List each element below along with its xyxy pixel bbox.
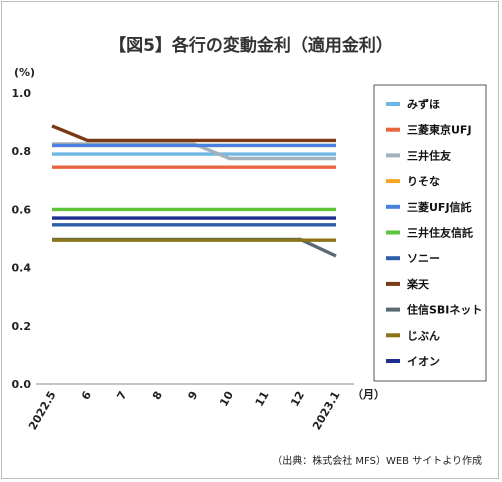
- legend-label: 三菱東京UFJ: [407, 123, 472, 137]
- x-tick-label: 9: [186, 389, 201, 402]
- legend-label: 住信SBIネット: [407, 303, 482, 317]
- legend-swatch: [386, 153, 400, 158]
- legend-label: じぶん: [407, 329, 440, 342]
- legend-label: りそな: [407, 175, 440, 188]
- y-tick-label: 1.0: [12, 87, 32, 100]
- legend-swatch: [386, 204, 400, 209]
- x-tick-label: 12: [288, 389, 307, 409]
- x-axis-unit: （月）: [352, 388, 385, 401]
- legend-swatch: [386, 333, 400, 338]
- x-axis-ticks: 2022.5 6 7 8 9 10 11 12 2023.1: [26, 389, 342, 433]
- legend-swatch: [386, 256, 400, 261]
- y-tick-label: 0.8: [12, 145, 32, 158]
- y-axis-unit: (%): [14, 66, 35, 79]
- legend-swatch: [386, 127, 400, 132]
- legend-label: ソニー: [407, 252, 440, 265]
- series-line: [51, 124, 336, 143]
- y-tick-label: 0.2: [12, 320, 32, 333]
- legend-swatch: [386, 307, 400, 312]
- legend-label: 三井住友信託: [407, 226, 473, 240]
- legend-label: イオン: [407, 355, 440, 368]
- legend-swatch: [386, 179, 400, 184]
- x-tick-label: 6: [79, 389, 94, 402]
- x-tick-label: 2022.5: [26, 389, 58, 432]
- x-tick-label: 8: [150, 389, 165, 402]
- y-tick-label: 0.4: [12, 262, 32, 275]
- x-tick-label: 10: [217, 389, 236, 409]
- series-lines: [51, 124, 337, 258]
- legend-label: 三菱UFJ信託: [407, 200, 472, 214]
- x-tick-label: 7: [115, 389, 130, 402]
- y-tick-label: 0.6: [12, 203, 32, 216]
- legend-swatch: [386, 102, 400, 106]
- y-axis-ticks: 0.0 0.2 0.4 0.6 0.8 1.0: [12, 87, 32, 391]
- chart-title: 【図5】各行の変動金利（適用金利）: [109, 35, 393, 56]
- x-tick-label: 11: [253, 389, 272, 409]
- legend-label: みずほ: [407, 97, 440, 111]
- source-note: （出典：株式会社 MFS）WEB サイトより作成: [272, 454, 482, 467]
- legend-label: 楽天: [406, 277, 430, 291]
- legend-label: 三井住友: [407, 148, 451, 162]
- legend-swatch: [386, 359, 400, 363]
- legend-swatch: [386, 230, 400, 235]
- legend-swatch: [386, 281, 400, 286]
- y-tick-label: 0.0: [12, 378, 32, 391]
- x-tick-label: 2023.1: [310, 389, 342, 432]
